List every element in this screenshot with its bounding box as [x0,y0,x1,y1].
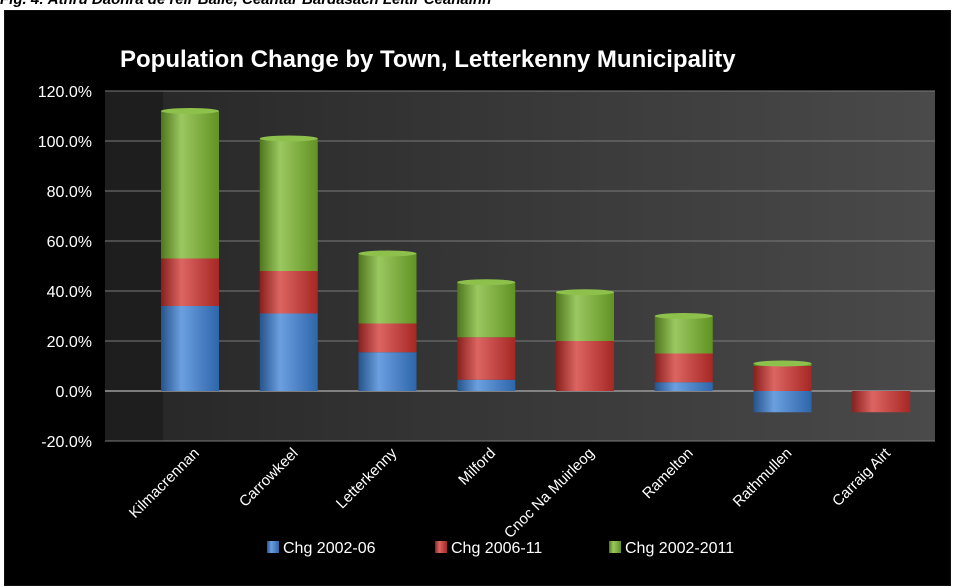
bar-cap [161,108,219,114]
bar-segment [161,306,219,391]
legend-label: Chg 2002-2011 [625,540,734,557]
x-category-label: Ramelton [639,445,696,502]
y-tick-label: 100.0% [38,134,92,151]
legend-swatch [609,541,621,553]
bar-cap [753,360,812,367]
bar-segment [654,353,713,383]
y-tick-label: 40.0% [47,284,92,301]
bar-segment [753,366,812,391]
bar-segment [654,382,713,391]
bar-cap [457,279,516,286]
x-category-label: Rathmullen [730,445,796,511]
bar-segment [358,352,417,391]
y-tick-label: 80.0% [47,184,92,201]
x-category-label: Cnoc Na Muirleog [501,445,598,542]
bar-segment [852,391,911,413]
bar-segment [259,138,318,271]
bars-layer [161,108,911,413]
chart-svg: Population Change by Town, Letterkenny M… [38,46,935,557]
y-tick-label: -20.0% [41,434,92,451]
bar-segment [358,323,417,353]
x-category-label: Milford [455,445,499,489]
bar-segment [259,271,318,314]
bar-segment [259,313,318,391]
x-category-label: Carrowkeel [236,445,302,511]
y-tick-label: 60.0% [47,234,92,251]
bar-cap [259,135,318,142]
legend-label: Chg 2006-11 [451,540,542,557]
chart-area: Population Change by Town, Letterkenny M… [4,10,951,586]
bar-segment [457,337,516,380]
bar-segment [654,316,713,354]
bar-segment [161,258,219,306]
bar-segment [556,292,614,341]
bar-segment [161,111,219,259]
chart-title: Population Change by Town, Letterkenny M… [120,46,736,73]
bar-cap [358,250,417,257]
x-category-label: Carraig Airt [829,444,895,510]
bar-segment [457,379,516,391]
legend-swatch [435,541,447,553]
plot-left-wall [105,91,163,441]
x-category-label: Kilmacrennan [126,445,203,522]
y-tick-label: 120.0% [38,84,92,101]
bar-segment [556,341,614,391]
bar-segment [457,282,516,338]
legend-label: Chg 2002-06 [283,540,376,557]
bar-cap [556,289,614,296]
x-axis-categories: Kilmacrennan Carrowkeel Letterkenny Milford… [126,444,895,541]
bar-segment [358,253,417,324]
x-category-label: Letterkenny [333,444,401,512]
y-tick-label: 20.0% [47,334,92,351]
bar-segment [753,391,812,413]
y-axis-ticks: 120.0% 100.0% 80.0% 60.0% 40.0% 20.0% 0.0% -20.… [38,84,92,451]
legend-swatch [267,541,279,553]
legend: Chg 2002-06 Chg 2006-11 Chg 2002-2011 [267,540,734,557]
y-tick-label: 0.0% [56,384,92,401]
bar-cap [654,313,713,319]
figure-caption: Fig. 4: Athrú Daonra de réir Baile, Cean… [0,0,953,11]
